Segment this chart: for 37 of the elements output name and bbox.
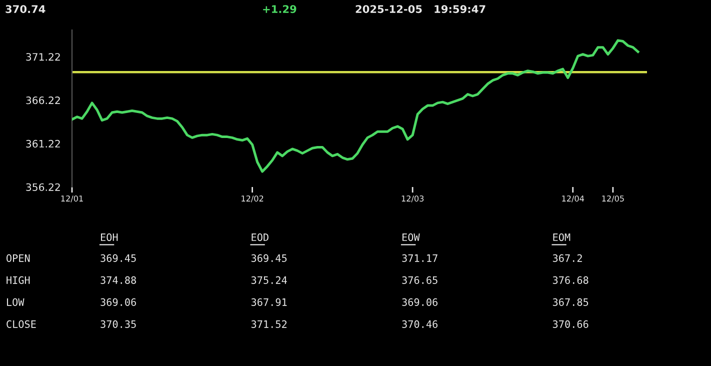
data-label: 376.65 bbox=[402, 276, 438, 284]
data-label: 369.06 bbox=[402, 298, 438, 306]
y-tick-label: 356.22 bbox=[26, 183, 60, 191]
data-label: 370.66 bbox=[552, 320, 588, 328]
data-label: 367.85 bbox=[552, 298, 588, 306]
data-label: 369.06 bbox=[100, 298, 136, 306]
y-tick-label: LOW bbox=[7, 298, 24, 306]
y-tick-label: CLOSE bbox=[6, 320, 36, 328]
data-label: 374.88 bbox=[100, 276, 136, 284]
x-tick-label: 12/04 bbox=[562, 195, 584, 202]
y-tick-label: OPEN bbox=[6, 254, 30, 262]
data-label: 376.68 bbox=[552, 276, 588, 284]
x-tick-label: 12/03 bbox=[402, 195, 424, 202]
line-series bbox=[72, 39, 640, 173]
y-tick-label: 361.22 bbox=[26, 140, 60, 148]
x-tick-label: 12/02 bbox=[242, 195, 264, 202]
x-tick-label: 12/01 bbox=[61, 195, 83, 202]
x-tick-label: EOH bbox=[100, 233, 118, 242]
text: +1.29 bbox=[263, 5, 296, 14]
text: 2025-12-05 19:59:47 bbox=[356, 5, 486, 14]
data-label: 367.91 bbox=[251, 298, 287, 306]
y-tick-label: HIGH bbox=[6, 276, 30, 284]
x-tick-label: EOD bbox=[252, 233, 268, 242]
data-label: 375.24 bbox=[251, 276, 287, 284]
data-label: 369.45 bbox=[251, 254, 287, 262]
y-tick-label: 371.22 bbox=[26, 53, 60, 61]
data-label: 371.52 bbox=[251, 320, 287, 328]
data-label: 371.17 bbox=[402, 254, 438, 262]
x-tick-label: EOW bbox=[402, 233, 420, 242]
x-tick-label: EOM bbox=[553, 233, 570, 242]
x-tick-label: 12/05 bbox=[602, 195, 624, 202]
data-label: 367.2 bbox=[552, 254, 582, 262]
y-tick-label: 366.22 bbox=[26, 96, 60, 104]
data-label: 370.35 bbox=[100, 320, 136, 328]
data-label: 370.46 bbox=[402, 320, 438, 328]
text: 370.74 bbox=[6, 5, 46, 14]
data-label: 369.45 bbox=[100, 254, 136, 262]
